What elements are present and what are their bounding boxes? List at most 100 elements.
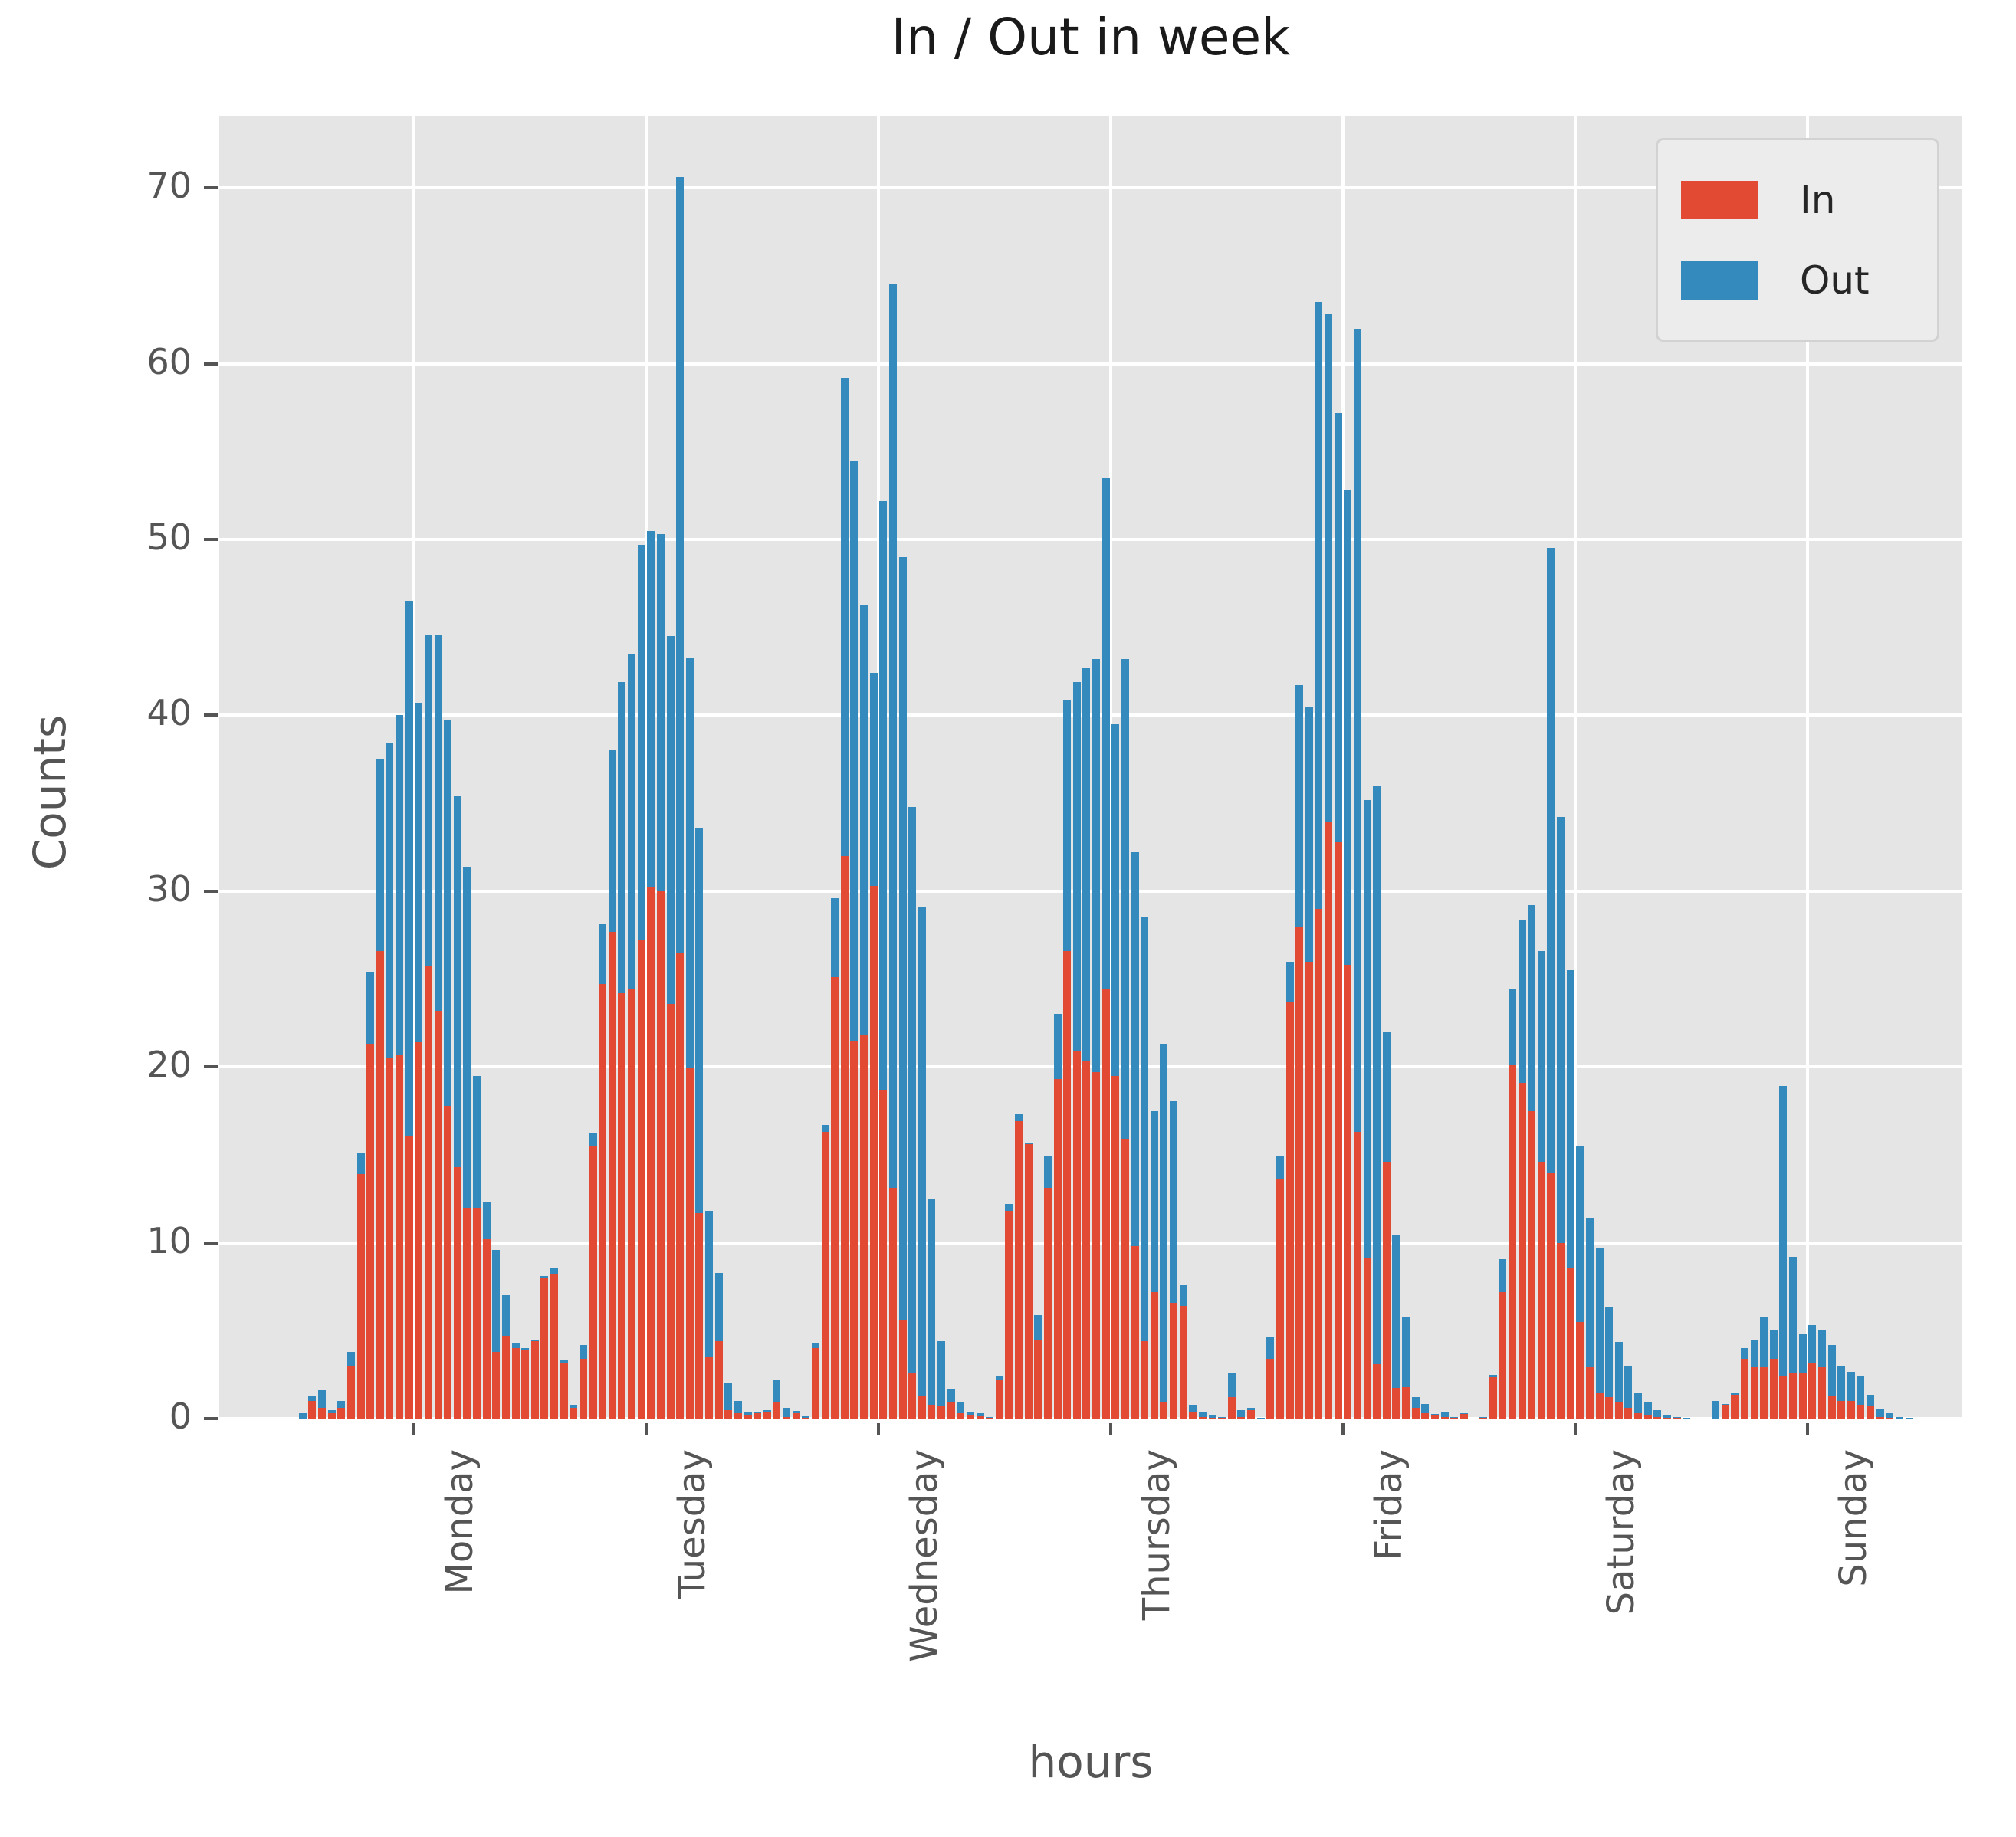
bar-out-monday-h23 [521,1348,530,1350]
bar-in-tuesday-h5 [579,1359,587,1419]
bar-in-monday-h7 [366,1044,375,1419]
bar-out-thursday-h1 [1005,1204,1013,1212]
bar-out-friday-h8 [1305,706,1313,962]
bar-in-thursday-h19 [1179,1306,1187,1419]
bar-in-tuesday-h14 [666,1003,675,1419]
bar-out-monday-h9 [386,743,394,1058]
bar-in-monday-h13 [424,966,432,1419]
bar-in-saturday-h10 [1557,1242,1565,1419]
bar-in-thursday-h11 [1102,989,1110,1419]
x-tick-mark-saturday [1574,1423,1577,1435]
bar-out-monday-h3 [327,1409,336,1414]
x-tick-label-thursday: Thursday [1135,1449,1178,1621]
bar-out-sunday-h18 [1867,1395,1875,1406]
bar-out-friday-h5 [1276,1156,1284,1179]
bar-out-saturday-h18 [1634,1393,1643,1414]
bar-out-monday-h13 [424,634,432,967]
bar-out-thursday-h10 [1092,658,1101,1073]
bar-in-friday-h19 [1411,1408,1420,1419]
bar-out-saturday-h6 [1518,919,1526,1083]
y-tick-label-60: 60 [146,340,192,382]
bar-out-friday-h9 [1315,302,1323,909]
gridline-y-30 [219,889,1962,893]
bar-in-monday-h15 [444,1105,452,1419]
bar-in-friday-h7 [1295,926,1304,1419]
bar-out-tuesday-h19 [714,1272,723,1342]
bar-in-thursday-h7 [1063,950,1072,1419]
gridline-y-0 [219,1417,1962,1419]
bar-in-wednesday-h6 [821,1132,829,1419]
bar-in-thursday-h2 [1015,1121,1023,1419]
bar-out-sunday-h15 [1837,1366,1846,1402]
bar-out-friday-h21 [1430,1414,1439,1415]
y-tick-label-50: 50 [146,517,192,558]
bar-in-sunday-h6 [1750,1367,1758,1419]
bar-out-thursday-h17 [1160,1044,1168,1403]
bar-in-sunday-h8 [1769,1359,1778,1419]
bar-out-saturday-h16 [1614,1342,1623,1403]
bar-out-sunday-h16 [1847,1372,1855,1402]
bar-out-wednesday-h4 [802,1415,810,1418]
bar-out-monday-h7 [366,972,375,1045]
gridline-y-10 [219,1241,1962,1245]
bar-out-sunday-h11 [1798,1333,1807,1373]
bar-in-tuesday-h7 [599,984,607,1419]
bar-out-tuesday-h5 [579,1344,587,1359]
bar-out-thursday-h0 [995,1376,1003,1380]
bar-in-sunday-h16 [1847,1401,1855,1419]
bar-in-monday-h9 [386,1058,394,1419]
bar-out-sunday-h10 [1789,1256,1798,1373]
bar-in-monday-h21 [501,1336,510,1419]
gridline-y-20 [219,1065,1962,1069]
bar-out-sunday-h20 [1886,1413,1894,1418]
bar-in-thursday-h9 [1082,1061,1091,1419]
bar-in-friday-h6 [1285,1002,1294,1419]
bar-out-wednesday-h15 [908,806,917,1373]
bar-out-thursday-h9 [1082,668,1091,1062]
x-tick-mark-thursday [1109,1423,1112,1435]
bar-out-wednesday-h14 [898,556,907,1320]
gridline-x-sunday [1806,116,1809,1419]
bar-out-thursday-h19 [1179,1284,1187,1307]
legend-label-in: In [1800,177,1836,222]
legend-item-in: In [1681,159,1914,240]
bar-in-monday-h1 [308,1401,317,1419]
bar-in-saturday-h5 [1508,1064,1516,1419]
y-tick-mark-70 [204,186,218,190]
bar-out-tuesday-h17 [695,828,704,1213]
bar-out-sunday-h19 [1876,1409,1884,1417]
bar-out-wednesday-h0 [763,1409,771,1412]
bar-in-thursday-h20 [1189,1411,1197,1419]
bar-out-tuesday-h16 [685,657,694,1069]
bar-out-tuesday-h23 [754,1411,762,1414]
bar-out-thursday-h13 [1121,658,1129,1140]
bar-out-saturday-h23 [1683,1417,1691,1419]
bar-out-sunday-h2 [1712,1401,1720,1419]
bar-out-saturday-h17 [1624,1366,1633,1409]
bar-in-thursday-h8 [1072,1051,1081,1419]
gridline-y-40 [219,713,1962,717]
bar-in-monday-h2 [318,1408,327,1419]
y-tick-label-10: 10 [146,1219,192,1261]
bar-in-friday-h11 [1334,841,1342,1419]
bar-out-thursday-h2 [1015,1114,1023,1122]
bar-out-friday-h13 [1353,328,1361,1133]
bar-in-monday-h4 [337,1408,346,1419]
bar-in-monday-h18 [473,1207,481,1419]
bar-out-wednesday-h2 [783,1408,791,1417]
bar-in-sunday-h19 [1876,1416,1884,1419]
bar-in-sunday-h20 [1886,1417,1894,1419]
x-tick-label-saturday: Saturday [1600,1449,1643,1616]
bar-in-monday-h20 [492,1351,501,1419]
bar-in-saturday-h11 [1566,1267,1574,1419]
bar-out-friday-h2 [1247,1408,1256,1410]
bar-out-friday-h6 [1285,961,1294,1002]
bar-in-sunday-h15 [1837,1401,1846,1419]
bar-out-wednesday-h16 [918,907,926,1396]
bar-in-wednesday-h12 [879,1090,888,1419]
bar-in-wednesday-h18 [937,1406,946,1419]
bar-out-thursday-h18 [1170,1100,1178,1303]
bar-out-monday-h15 [444,720,452,1106]
bar-out-saturday-h4 [1499,1259,1507,1292]
bar-in-tuesday-h1 [540,1278,549,1419]
